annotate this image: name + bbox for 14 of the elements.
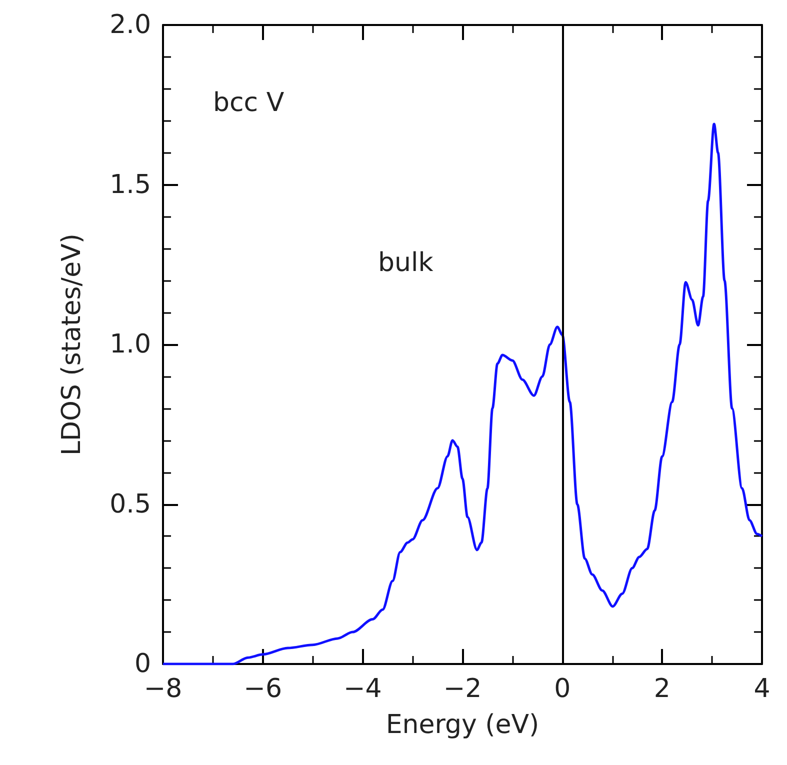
x-tick-label: 4 — [754, 674, 770, 704]
y-axis-title: LDOS (states/eV) — [57, 234, 87, 456]
y-tick-label: 1.5 — [110, 170, 151, 200]
x-tick-label: 2 — [654, 674, 670, 704]
y-tick-label: 2.0 — [110, 10, 151, 40]
x-tick-label: −2 — [443, 674, 482, 704]
y-tick-label: 1.0 — [110, 330, 151, 360]
y-tick-label: 0.5 — [110, 489, 151, 520]
x-tick-label: −4 — [344, 674, 382, 704]
x-tick-label: −6 — [244, 674, 282, 704]
annotation: bcc V — [213, 88, 284, 118]
x-axis-title: Energy (eV) — [386, 710, 540, 740]
x-tick-label: 0 — [554, 674, 571, 704]
annotation: bulk — [378, 248, 434, 278]
